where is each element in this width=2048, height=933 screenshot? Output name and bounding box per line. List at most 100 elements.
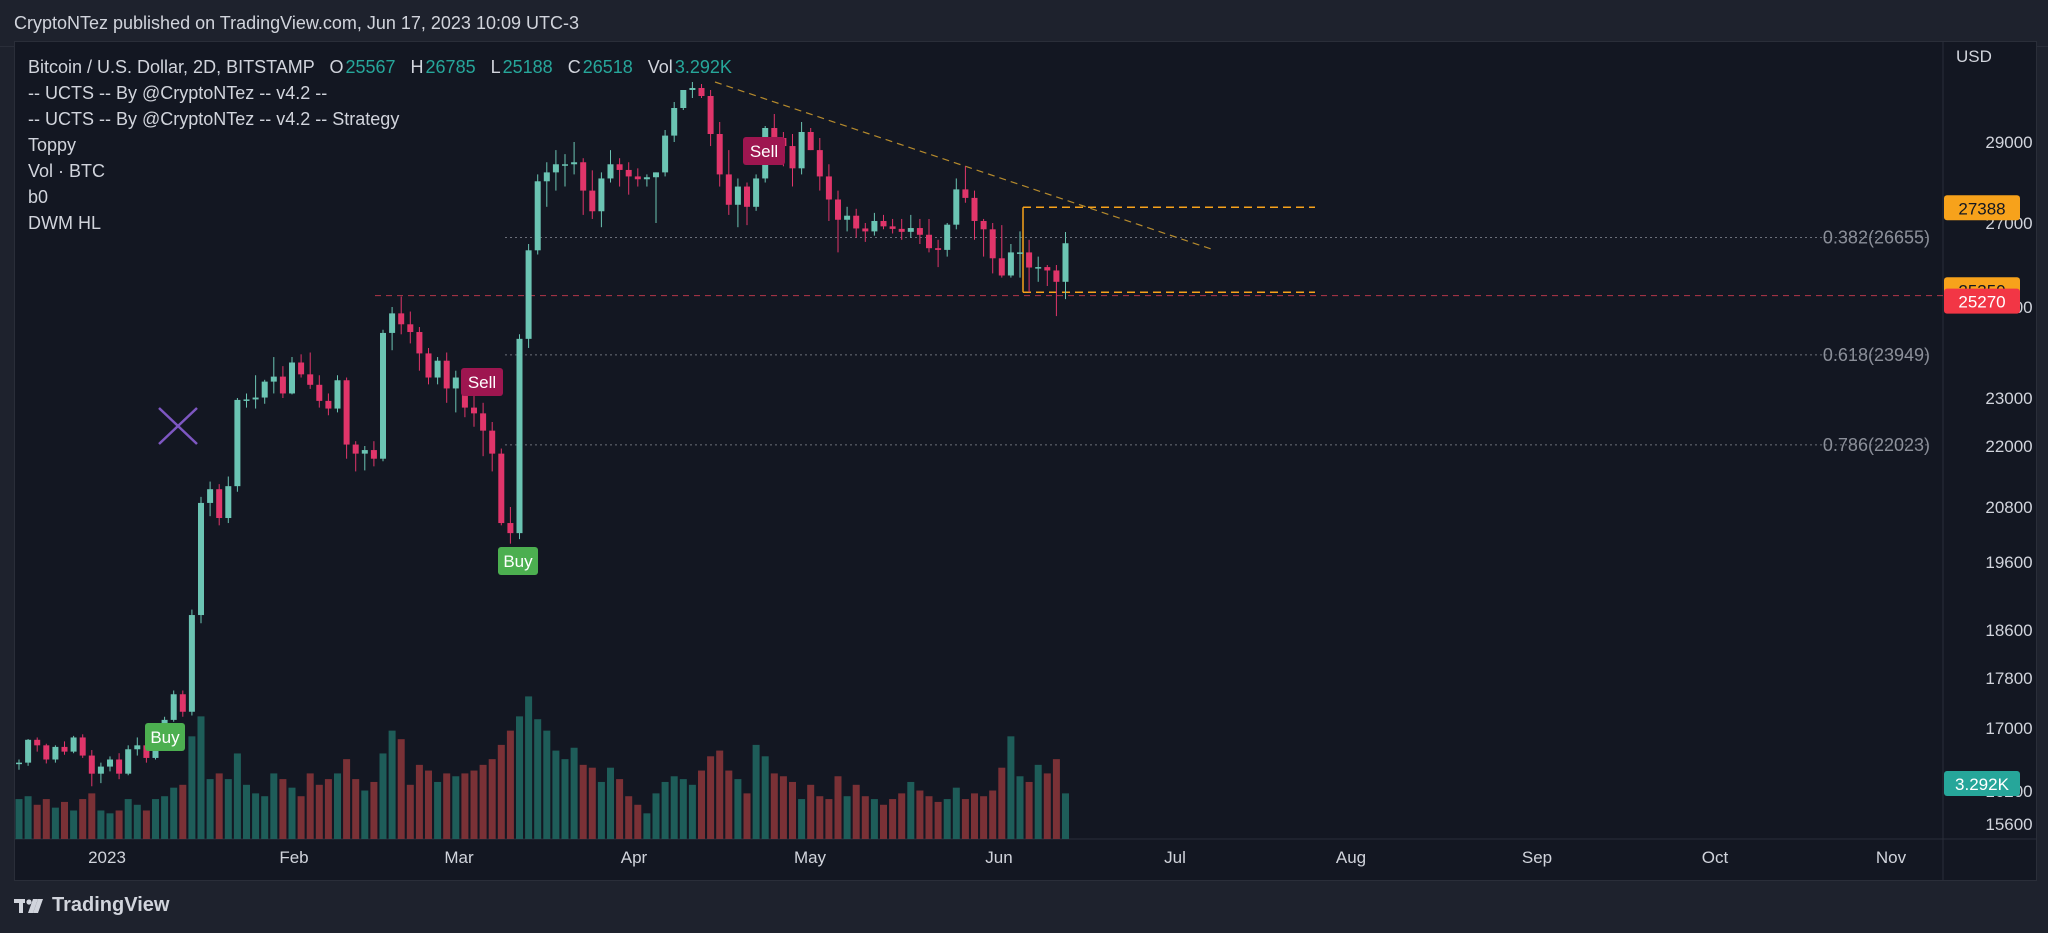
candle-body[interactable]	[370, 450, 377, 459]
candle-body[interactable]	[916, 228, 923, 235]
candle-body[interactable]	[525, 250, 532, 339]
candle-body[interactable]	[97, 766, 104, 774]
candle-body[interactable]	[643, 177, 650, 180]
candle-body[interactable]	[61, 746, 68, 752]
candle-body[interactable]	[243, 399, 250, 401]
candle-body[interactable]	[880, 220, 887, 227]
candle-body[interactable]	[926, 234, 932, 249]
candle-body[interactable]	[443, 360, 450, 389]
candle-body[interactable]	[434, 360, 441, 378]
signal-badge[interactable]	[743, 137, 785, 165]
candle-body[interactable]	[1035, 267, 1042, 269]
candle-body[interactable]	[1026, 252, 1033, 268]
candle-body[interactable]	[1017, 252, 1023, 254]
candle-body[interactable]	[734, 186, 741, 205]
indicator-toppy[interactable]: Toppy	[28, 135, 77, 155]
candle-body[interactable]	[744, 186, 750, 207]
tradingview-logo[interactable]: TradingView	[14, 894, 169, 917]
candle-body[interactable]	[825, 176, 832, 200]
candle-body[interactable]	[935, 248, 942, 250]
candle-body[interactable]	[261, 381, 268, 398]
candle-body[interactable]	[116, 759, 123, 774]
candle-body[interactable]	[680, 90, 687, 108]
candle-body[interactable]	[871, 220, 878, 232]
candle-body[interactable]	[170, 694, 177, 720]
candle-body[interactable]	[998, 258, 1005, 276]
candle-body[interactable]	[835, 199, 841, 220]
candle-body[interactable]	[534, 181, 541, 251]
candle-body[interactable]	[625, 169, 632, 177]
candle-body[interactable]	[798, 132, 805, 169]
candle-body[interactable]	[662, 135, 669, 173]
candle-body[interactable]	[944, 224, 951, 250]
candle-body[interactable]	[489, 430, 496, 454]
candle-body[interactable]	[79, 737, 86, 756]
candle-body[interactable]	[416, 332, 423, 354]
candle-body[interactable]	[853, 215, 860, 229]
symbol-name[interactable]: Bitcoin / U.S. Dollar, 2D, BITSTAMP	[28, 57, 315, 77]
chart-panel[interactable]: 0.382(26655) 0.618(23949) 0.786(22023) Buy S…	[14, 41, 2037, 881]
candle-body[interactable]	[862, 228, 869, 232]
candle-body[interactable]	[125, 749, 132, 774]
candle-body[interactable]	[107, 759, 113, 767]
candle-body[interactable]	[43, 745, 50, 760]
candle-body[interactable]	[270, 376, 277, 382]
candle-body[interactable]	[380, 332, 386, 459]
indicator-volume[interactable]: Vol · BTC	[28, 161, 106, 181]
candle-body[interactable]	[653, 172, 659, 178]
candle-body[interactable]	[16, 762, 22, 765]
candle-body[interactable]	[179, 694, 186, 712]
candle-body[interactable]	[498, 453, 505, 524]
candle-body[interactable]	[725, 174, 732, 205]
candle-body[interactable]	[753, 178, 760, 207]
candle-body[interactable]	[452, 377, 459, 389]
candle-body[interactable]	[316, 384, 323, 401]
candle-body[interactable]	[289, 362, 295, 394]
signal-sell-label[interactable]: Sell	[461, 368, 503, 396]
candle-body[interactable]	[571, 162, 578, 165]
candle-body[interactable]	[562, 164, 568, 166]
candle-body[interactable]	[52, 746, 59, 760]
indicator-ucts-strategy[interactable]: -- UCTS -- By @CryptoNTez -- v4.2 -- Str…	[28, 109, 400, 129]
candle-body[interactable]	[407, 324, 414, 333]
candle-body[interactable]	[598, 178, 605, 212]
indicator-dwm-hl[interactable]: DWM HL	[28, 213, 101, 233]
candle-body[interactable]	[480, 413, 487, 431]
candle-body[interactable]	[343, 380, 350, 445]
candle-body[interactable]	[507, 523, 514, 534]
candle-body[interactable]	[689, 88, 696, 90]
candle-body[interactable]	[298, 362, 305, 375]
candle-body[interactable]	[1044, 267, 1051, 271]
candle-body[interactable]	[425, 353, 432, 378]
candle-body[interactable]	[552, 164, 559, 173]
signal-buy-label[interactable]: Buy	[145, 723, 185, 751]
candle-body[interactable]	[70, 737, 77, 752]
candle-body[interactable]	[225, 486, 232, 518]
candle-body[interactable]	[616, 164, 623, 170]
signal-badge[interactable]	[145, 723, 185, 751]
candle-body[interactable]	[907, 228, 914, 232]
candle-body[interactable]	[789, 146, 796, 169]
candle-body[interactable]	[207, 489, 214, 503]
candle-body[interactable]	[716, 134, 723, 175]
candle-body[interactable]	[1062, 243, 1069, 282]
candle-body[interactable]	[252, 397, 259, 400]
candle-body[interactable]	[134, 745, 141, 750]
candle-body[interactable]	[198, 502, 204, 616]
candle-body[interactable]	[1007, 252, 1014, 276]
candle-body[interactable]	[543, 172, 550, 182]
candle-body[interactable]	[844, 215, 851, 220]
candle-body[interactable]	[980, 220, 987, 230]
candle-body[interactable]	[516, 338, 523, 534]
candle-body[interactable]	[307, 374, 314, 385]
candle-body[interactable]	[989, 229, 996, 259]
candle-body[interactable]	[361, 450, 368, 454]
signal-badge[interactable]	[498, 547, 538, 575]
candle-body[interactable]	[143, 745, 150, 758]
candle-body[interactable]	[334, 380, 341, 409]
candle-body[interactable]	[471, 407, 477, 414]
candle-body[interactable]	[607, 164, 614, 179]
candle-body[interactable]	[34, 739, 41, 746]
candle-body[interactable]	[698, 88, 705, 96]
candle-body[interactable]	[352, 444, 359, 454]
